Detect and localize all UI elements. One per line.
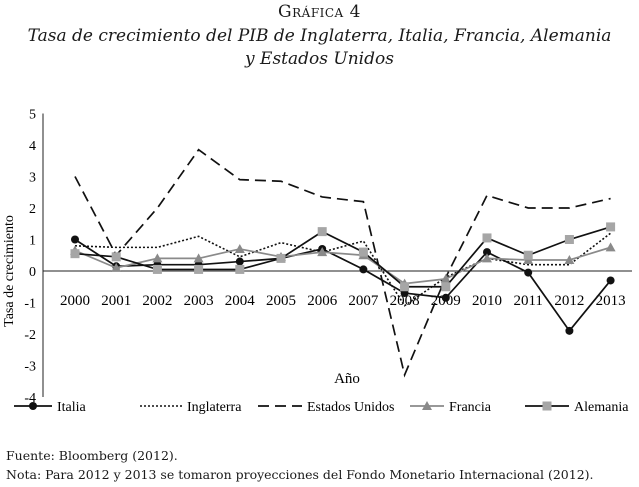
series-line-italia — [74, 238, 612, 333]
series-line-francia — [74, 246, 611, 285]
data-point-francia — [193, 253, 204, 263]
legend-item-inglaterra: Inglaterra — [140, 400, 242, 415]
data-point-alemania — [194, 264, 204, 274]
y-tick-label: -2 — [24, 328, 36, 343]
data-point-italia — [441, 293, 450, 302]
data-point-francia — [605, 242, 616, 252]
data-point-francia — [152, 253, 163, 263]
x-tick-label: 2001 — [101, 293, 131, 309]
legend-marker-alemania — [542, 401, 552, 411]
data-point-francia — [111, 262, 122, 272]
footnote-note: Nota: Para 2012 y 2013 se tomaron proyec… — [6, 467, 594, 482]
series-alemania — [70, 222, 616, 292]
legend-label-inglaterra: Inglaterra — [187, 400, 242, 415]
x-tick-label: 2008 — [390, 293, 420, 309]
data-point-italia — [71, 235, 79, 244]
data-point-alemania — [276, 253, 286, 263]
x-tick-label: 2013 — [596, 293, 626, 309]
data-point-alemania — [441, 282, 451, 292]
data-point-italia — [359, 265, 368, 274]
footnote-source: Fuente: Bloomberg (2012). — [6, 448, 178, 463]
legend-label-alemania: Alemania — [574, 400, 629, 415]
data-point-alemania — [400, 282, 410, 292]
data-point-francia — [234, 243, 245, 253]
chart-title-line1: Tasa de crecimiento del PIB de Inglaterr… — [27, 26, 612, 46]
y-tick-label: -3 — [24, 360, 36, 375]
legend-marker-italia — [29, 402, 37, 410]
data-point-alemania — [111, 252, 121, 262]
y-tick-label: 2 — [29, 202, 36, 217]
x-tick-label: 2007 — [348, 293, 379, 309]
y-tick-label: -4 — [24, 391, 36, 406]
legend-item-francia: Francia — [410, 400, 492, 415]
data-point-francia — [564, 254, 575, 264]
legend-item-alemania: Alemania — [525, 400, 629, 415]
data-point-alemania — [70, 249, 80, 259]
series-line-inglaterra — [74, 232, 612, 307]
data-point-alemania — [523, 250, 533, 260]
legend-item-estados-unidos: Estados Unidos — [258, 400, 395, 415]
line-chart: 5 4 3 2 1 0 -1 -2 -3 -4 2000 2001 2002 2003 2004 2005 20… — [2, 108, 632, 415]
x-tick-label: 2004 — [225, 293, 256, 309]
series-line-alemania — [74, 226, 611, 288]
data-point-alemania — [564, 235, 574, 244]
legend-label-italia: Italia — [57, 400, 87, 415]
data-point-alemania — [482, 233, 492, 243]
y-tick-label: 0 — [29, 265, 36, 280]
data-point-francia — [440, 273, 451, 283]
data-point-francia — [482, 253, 492, 263]
figure-label: Gráfica 4 — [278, 2, 361, 22]
y-tick-label: 4 — [29, 139, 36, 154]
legend-marker-francia — [422, 401, 432, 410]
x-tick-label: 2006 — [307, 293, 338, 309]
x-tick-label: 2000 — [60, 293, 90, 309]
data-point-alemania — [235, 264, 245, 274]
x-tick-label: 2003 — [184, 293, 214, 309]
y-tick-label: -1 — [24, 297, 36, 312]
series-inglaterra — [74, 232, 612, 307]
legend-label-francia: Francia — [449, 400, 492, 415]
series-estados-unidos — [74, 148, 611, 378]
y-axis-label: Tasa de crecimiento — [2, 215, 17, 327]
x-tick-label: 2002 — [142, 293, 172, 309]
data-point-alemania — [358, 247, 368, 257]
legend: Italia Inglaterra Estados Unidos Francia Ale… — [14, 400, 629, 415]
x-tick-label: 2011 — [513, 293, 542, 309]
data-point-italia — [524, 268, 533, 277]
series-italia — [71, 235, 615, 335]
y-tick-label: 1 — [29, 234, 36, 249]
data-point-italia — [483, 248, 491, 257]
x-axis-label: Año — [334, 371, 360, 387]
y-tick-label: 3 — [29, 171, 36, 186]
data-point-alemania — [606, 222, 616, 232]
data-point-alemania — [152, 264, 162, 274]
y-tick-label: 5 — [29, 108, 36, 123]
axes: 5 4 3 2 1 0 -1 -2 -3 -4 2000 2001 2002 2003 2004 2005 20… — [24, 108, 632, 406]
series-line-estados-unidos — [74, 148, 611, 378]
legend-item-italia: Italia — [14, 400, 87, 415]
x-tick-label: 2010 — [472, 293, 502, 309]
series-group — [70, 148, 616, 378]
chart-title-line2: y Estados Unidos — [245, 49, 394, 69]
data-point-italia — [235, 257, 244, 266]
data-point-francia — [317, 247, 328, 257]
x-tick-label: 2012 — [554, 293, 584, 309]
data-point-italia — [565, 326, 574, 335]
data-point-alemania — [317, 227, 327, 237]
legend-label-estados-unidos: Estados Unidos — [307, 400, 395, 415]
x-tick-label: 2005 — [266, 293, 296, 309]
data-point-italia — [606, 276, 615, 285]
